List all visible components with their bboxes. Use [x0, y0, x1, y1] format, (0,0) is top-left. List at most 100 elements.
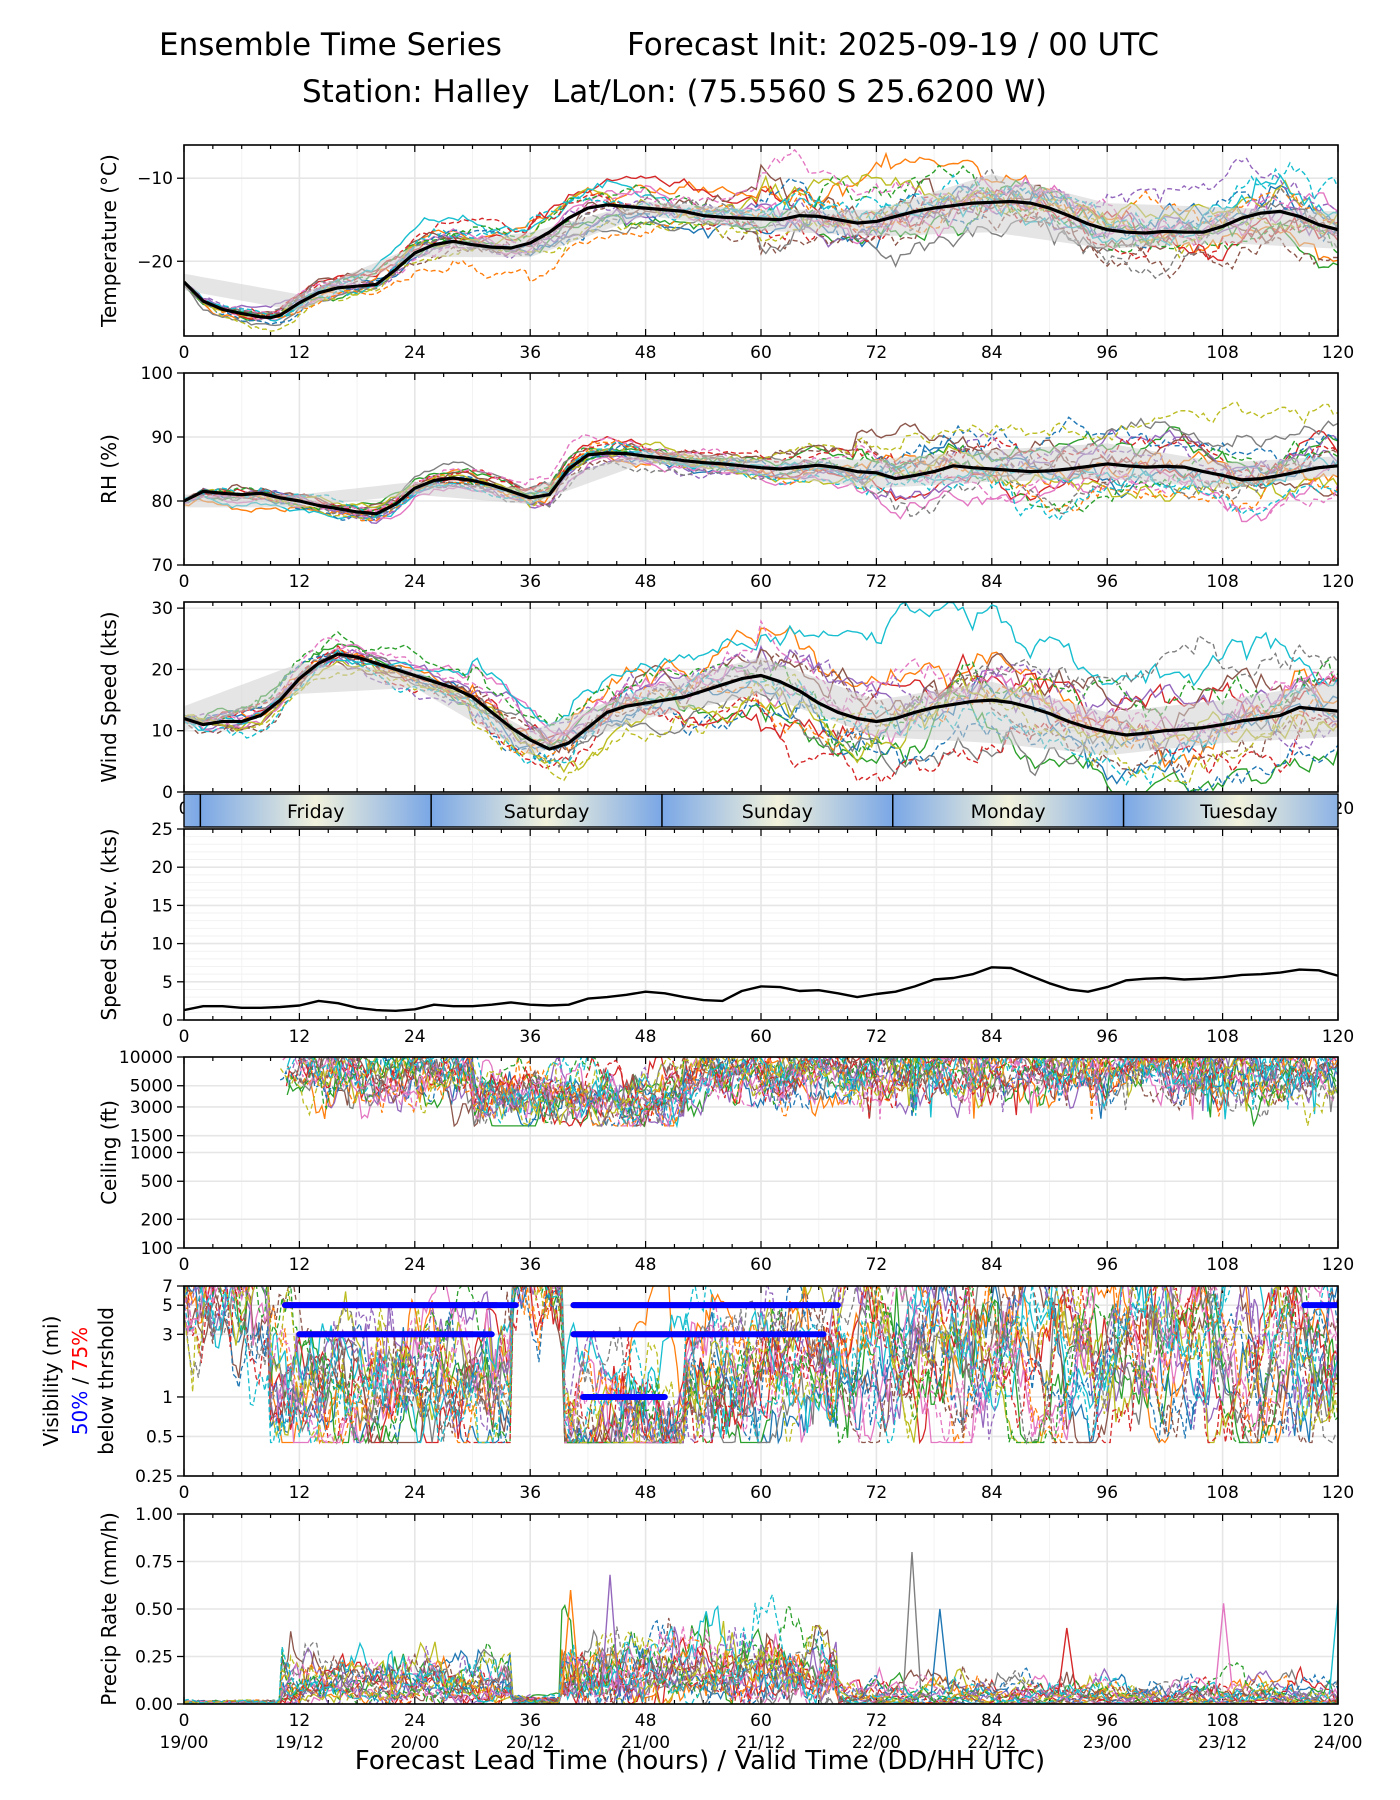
- x-tick-label: 0: [179, 343, 190, 363]
- precip-peak-line: [930, 1608, 950, 1695]
- y-tick-label: 1500: [130, 1127, 173, 1147]
- day-band-segment: [1123, 794, 1338, 827]
- y-tick-label: 1.00: [135, 1505, 173, 1525]
- y-axis-label: Ceiling (ft): [97, 1100, 121, 1205]
- x-tick-label: 120: [1322, 572, 1354, 592]
- ensemble-member-line: [184, 644, 1338, 743]
- x-tick-label: 24: [404, 343, 426, 363]
- latlon-label: Lat/Lon: (75.5560 S 25.6200 W): [552, 74, 1047, 110]
- y-axis-label: RH (%): [97, 434, 121, 504]
- y-tick-label: 20: [151, 858, 173, 878]
- x-tick-label: 84: [981, 1711, 1003, 1731]
- x-tick-label: 96: [1096, 343, 1118, 363]
- prob-50-label: 50%: [68, 1391, 92, 1435]
- x-tick-label: 120: [1322, 1027, 1354, 1047]
- axes-frame: [183, 1513, 1339, 1705]
- valid-time-label: 19/00: [160, 1733, 209, 1753]
- y-tick-label: 500: [141, 1172, 173, 1192]
- axes-frame: [183, 1056, 1339, 1249]
- ensemble-member-line: [184, 438, 1338, 522]
- x-tick-label: 72: [866, 1711, 888, 1731]
- prob-75-label: 75%: [68, 1327, 92, 1371]
- ensemble-member-line: [184, 1286, 1338, 1444]
- y-axis-label: Visibility (mi): [39, 1316, 63, 1447]
- day-band-segment: [431, 794, 662, 827]
- x-tick-label: 36: [519, 1255, 541, 1275]
- ensemble-member-line: [297, 1057, 1338, 1126]
- x-tick-label: 12: [289, 572, 311, 592]
- x-tick-label: 120: [1322, 1255, 1354, 1275]
- x-tick-label: 24: [404, 572, 426, 592]
- axes-frame: [183, 372, 1339, 566]
- ensemble-mean-line: [184, 451, 1338, 516]
- y-tick-label: 5000: [130, 1077, 173, 1097]
- x-tick-label: 12: [289, 1255, 311, 1275]
- valid-time-label: 22/12: [967, 1733, 1016, 1753]
- wind-speed-panel: 010203001224364860728496108120Wind Speed…: [97, 599, 1354, 819]
- y-tick-label: 20: [151, 660, 173, 680]
- day-band: Friday Saturday Sunday Monday Tuesday: [183, 793, 1339, 828]
- axes-frame: [183, 144, 1339, 337]
- ensemble-member-line: [184, 169, 1338, 315]
- ensemble-member-line: [184, 203, 1338, 318]
- y-tick-label: 0.25: [135, 1467, 173, 1487]
- x-tick-label: 48: [635, 1711, 657, 1731]
- y-tick-label: 5: [162, 973, 173, 993]
- ensemble-member-line: [294, 1057, 1337, 1129]
- y-tick-label: 3: [162, 1325, 173, 1345]
- y-tick-label: 200: [141, 1210, 173, 1230]
- x-tick-label: 0: [179, 572, 190, 592]
- x-tick-label: 24: [404, 1483, 426, 1503]
- x-tick-label: 12: [289, 1483, 311, 1503]
- valid-time-label: 20/00: [390, 1733, 439, 1753]
- y-tick-label: 1: [162, 1388, 173, 1408]
- x-tick-label: 72: [866, 343, 888, 363]
- x-tick-label: 60: [750, 572, 772, 592]
- ensemble-member-line: [184, 416, 1338, 522]
- y-tick-label: −10: [137, 169, 173, 189]
- x-tick-label: 60: [750, 1027, 772, 1047]
- y-tick-label: 0.75: [135, 1553, 173, 1573]
- y-tick-label: 0.00: [135, 1695, 173, 1715]
- day-band-segment: [200, 794, 432, 827]
- ensemble-member-line: [186, 1286, 1338, 1445]
- day-band-segment: [892, 794, 1124, 827]
- ensemble-member-line: [184, 1286, 1298, 1445]
- y-tick-label: 10: [151, 935, 173, 955]
- y-tick-label: 0: [162, 1011, 173, 1031]
- x-tick-label: 120: [1322, 1483, 1354, 1503]
- y-tick-label: 25: [151, 820, 173, 840]
- y-tick-label: 100: [141, 364, 173, 384]
- ensemble-member-line: [184, 1286, 1338, 1446]
- precip-peak-line: [1328, 1599, 1338, 1695]
- x-tick-label: 60: [750, 1255, 772, 1275]
- ensemble-member-line: [297, 1057, 1337, 1122]
- x-tick-label: 120: [1322, 1711, 1354, 1731]
- y-axis-label: Temperature (°C): [97, 154, 121, 328]
- valid-time-label: 21/00: [621, 1733, 670, 1753]
- y-tick-label: 0: [162, 783, 173, 803]
- precip-peak-line: [561, 1589, 580, 1695]
- x-tick-label: 24: [404, 1711, 426, 1731]
- precip-peak-line: [1057, 1627, 1077, 1695]
- x-tick-label: 84: [981, 343, 1003, 363]
- x-tick-label: 48: [635, 572, 657, 592]
- ensemble-member-line: [184, 1286, 1333, 1445]
- x-tick-label: 84: [981, 1483, 1003, 1503]
- y-axis-label: Speed St.Dev. (kts): [97, 828, 121, 1020]
- ensemble-mean-line: [184, 652, 1338, 751]
- ensemble-member-line: [237, 1286, 1338, 1444]
- speed-stdev-panel: 0 5 10 15 20 25 0 12 24 36 48 60 72 84 96 108 120 Speed S…: [97, 820, 1354, 1047]
- ensemble-member-line: [184, 1625, 1338, 1704]
- y-tick-label: 30: [151, 599, 173, 619]
- ensemble-member-line: [184, 177, 1338, 326]
- x-tick-label: 84: [981, 1027, 1003, 1047]
- ensemble-member-line: [184, 651, 1338, 777]
- y-axis-label-prob: 50% / 75%: [68, 1327, 92, 1435]
- precip-peak-line: [902, 1551, 922, 1695]
- x-tick-label: 36: [519, 1027, 541, 1047]
- day-band-segment: [184, 794, 201, 827]
- x-tick-label: 96: [1096, 572, 1118, 592]
- x-tick-label: 60: [750, 1711, 772, 1731]
